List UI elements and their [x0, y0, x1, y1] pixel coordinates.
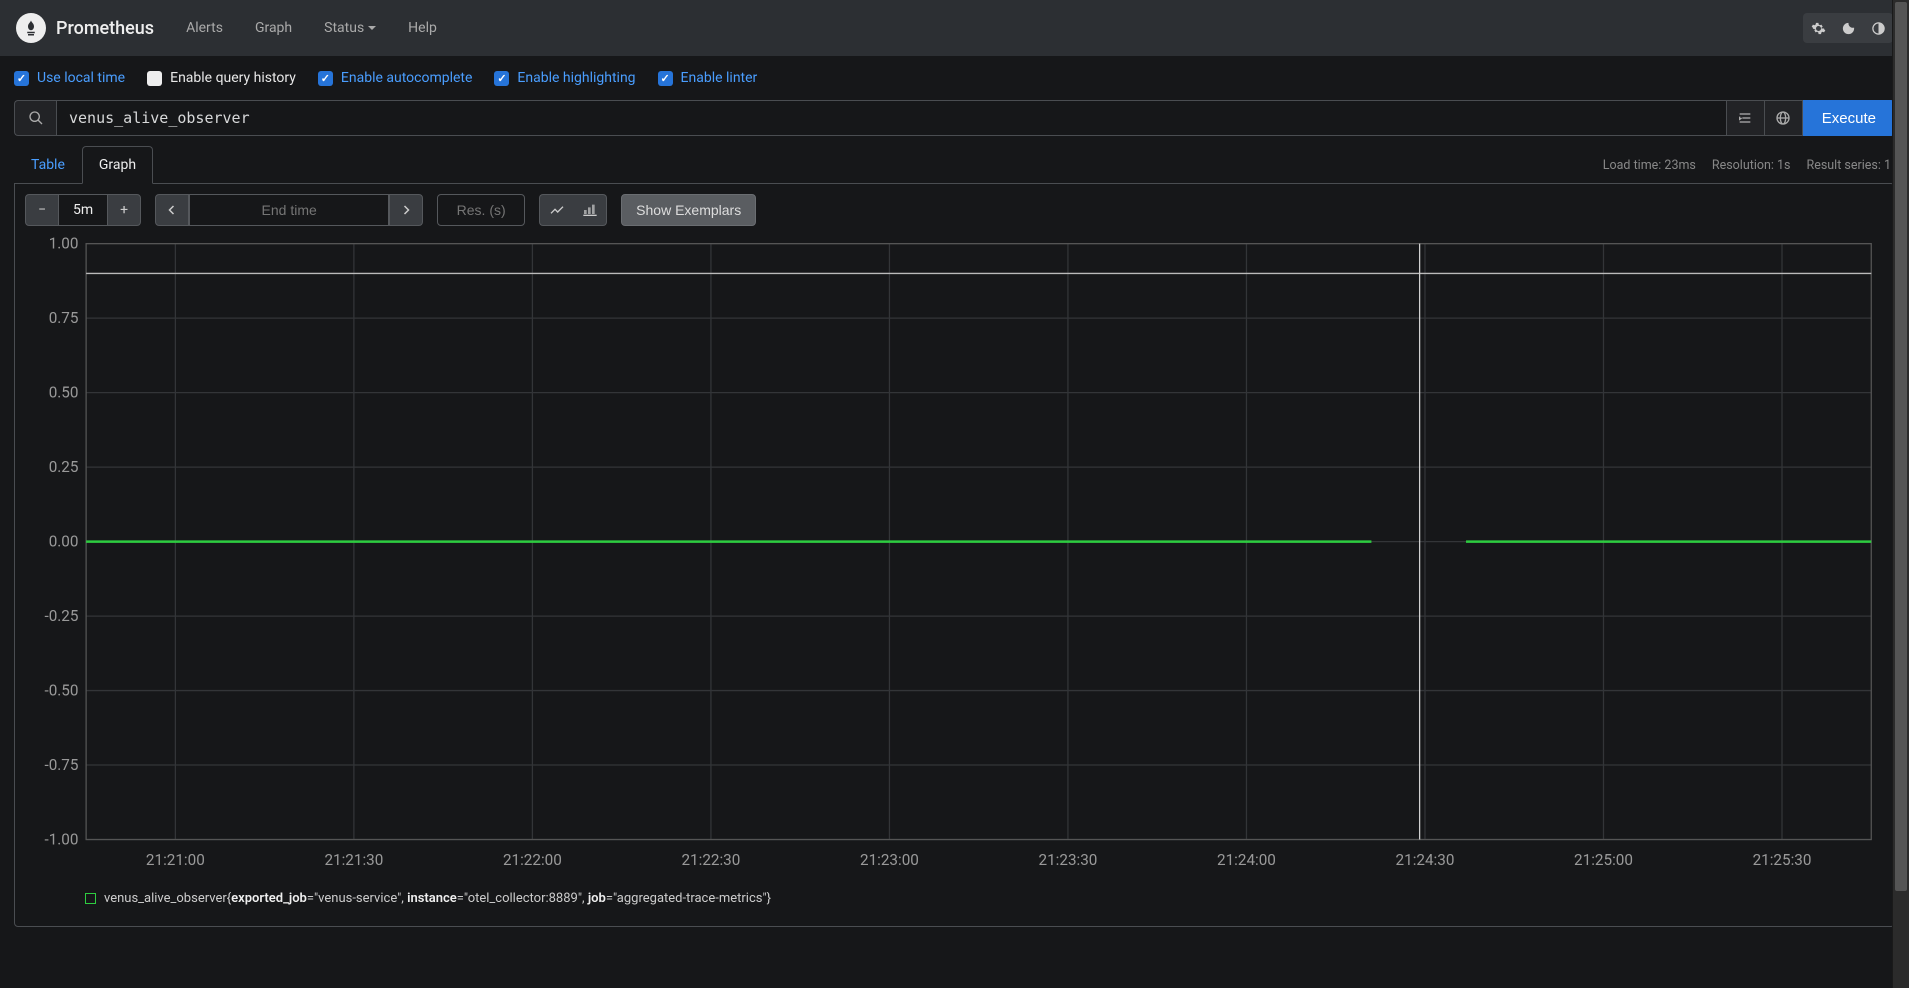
query-row: Execute — [14, 100, 1895, 136]
svg-text:1.00: 1.00 — [49, 236, 79, 253]
globe-button[interactable] — [1765, 100, 1803, 136]
svg-text:21:23:30: 21:23:30 — [1039, 851, 1098, 869]
time-control — [155, 194, 423, 226]
chart[interactable]: 1.00 0.75 0.50 0.25 0.00 -0.25 -0.50 -0.75 -1.00… — [25, 236, 1884, 873]
scrollbar[interactable]: ▴ — [1892, 0, 1909, 988]
legend[interactable]: venus_alive_observer{exported_job="venus… — [25, 891, 1884, 906]
brand-logo[interactable]: Prometheus — [16, 13, 154, 43]
metrics-explorer-button[interactable] — [14, 100, 56, 136]
range-decrease-button[interactable]: − — [25, 194, 59, 226]
stat-series: Result series: 1 — [1807, 158, 1892, 173]
svg-text:21:22:00: 21:22:00 — [503, 851, 562, 869]
option-local-time[interactable]: ✓ Use local time — [14, 70, 125, 86]
legend-color-icon — [85, 893, 96, 904]
nav-alerts[interactable]: Alerts — [174, 12, 235, 44]
tab-graph[interactable]: Graph — [82, 146, 153, 184]
svg-text:21:22:30: 21:22:30 — [681, 851, 740, 869]
range-increase-button[interactable]: + — [107, 194, 141, 226]
svg-text:21:23:00: 21:23:00 — [860, 851, 919, 869]
result-tabs: Table Graph — [14, 146, 153, 184]
checkbox-unchecked-icon — [147, 71, 162, 86]
chart-type-control — [539, 194, 607, 226]
svg-text:21:25:00: 21:25:00 — [1574, 851, 1633, 869]
svg-text:21:24:00: 21:24:00 — [1217, 851, 1276, 869]
stat-resolution: Resolution: 1s — [1712, 158, 1791, 173]
query-stats: Load time: 23ms Resolution: 1s Result se… — [1603, 158, 1895, 173]
svg-text:21:21:00: 21:21:00 — [146, 851, 205, 869]
option-autocomplete[interactable]: ✓ Enable autocomplete — [318, 70, 473, 86]
brand-text: Prometheus — [56, 18, 154, 39]
line-chart-button[interactable] — [539, 194, 573, 226]
svg-text:21:25:30: 21:25:30 — [1753, 851, 1812, 869]
stacked-chart-button[interactable] — [573, 194, 607, 226]
option-linter[interactable]: ✓ Enable linter — [658, 70, 758, 86]
svg-text:0.25: 0.25 — [49, 458, 79, 476]
prometheus-logo-icon — [16, 13, 46, 43]
checkbox-checked-icon: ✓ — [14, 71, 29, 86]
graph-panel: − 5m + — [14, 183, 1895, 927]
option-query-history[interactable]: Enable query history — [147, 70, 296, 86]
time-next-button[interactable] — [389, 194, 423, 226]
resolution-input[interactable] — [437, 194, 525, 226]
checkbox-checked-icon: ✓ — [494, 71, 509, 86]
svg-text:0.75: 0.75 — [49, 309, 79, 327]
svg-text:-1.00: -1.00 — [44, 831, 78, 849]
svg-text:0.50: 0.50 — [49, 384, 79, 402]
stat-load-time: Load time: 23ms — [1603, 158, 1696, 173]
range-control: − 5m + — [25, 194, 141, 226]
moon-icon[interactable] — [1833, 13, 1863, 43]
svg-text:21:21:30: 21:21:30 — [324, 851, 383, 869]
navbar: Prometheus Alerts Graph Status Help — [0, 0, 1909, 56]
svg-text:-0.75: -0.75 — [44, 756, 78, 774]
end-time-input[interactable] — [189, 194, 389, 226]
chevron-down-icon — [368, 26, 376, 30]
execute-button[interactable]: Execute — [1803, 100, 1895, 136]
nav-help[interactable]: Help — [396, 12, 449, 44]
checkbox-checked-icon: ✓ — [318, 71, 333, 86]
scrollbar-thumb[interactable] — [1895, 2, 1907, 891]
contrast-icon[interactable] — [1863, 13, 1893, 43]
time-prev-button[interactable] — [155, 194, 189, 226]
query-input[interactable] — [56, 100, 1727, 136]
show-exemplars-button[interactable]: Show Exemplars — [621, 194, 756, 226]
svg-text:-0.50: -0.50 — [44, 682, 78, 700]
range-value[interactable]: 5m — [59, 194, 107, 226]
settings-icon[interactable] — [1803, 13, 1833, 43]
nav-status[interactable]: Status — [312, 12, 388, 44]
checkbox-checked-icon: ✓ — [658, 71, 673, 86]
option-highlighting[interactable]: ✓ Enable highlighting — [494, 70, 635, 86]
svg-text:0.00: 0.00 — [49, 533, 79, 551]
svg-text:21:24:30: 21:24:30 — [1396, 851, 1455, 869]
svg-text:-0.25: -0.25 — [44, 607, 78, 625]
format-query-button[interactable] — [1727, 100, 1765, 136]
query-options: ✓ Use local time Enable query history ✓ … — [14, 70, 1895, 86]
tab-table[interactable]: Table — [14, 146, 82, 184]
nav-graph[interactable]: Graph — [243, 12, 304, 44]
legend-label: venus_alive_observer{exported_job="venus… — [104, 891, 771, 906]
